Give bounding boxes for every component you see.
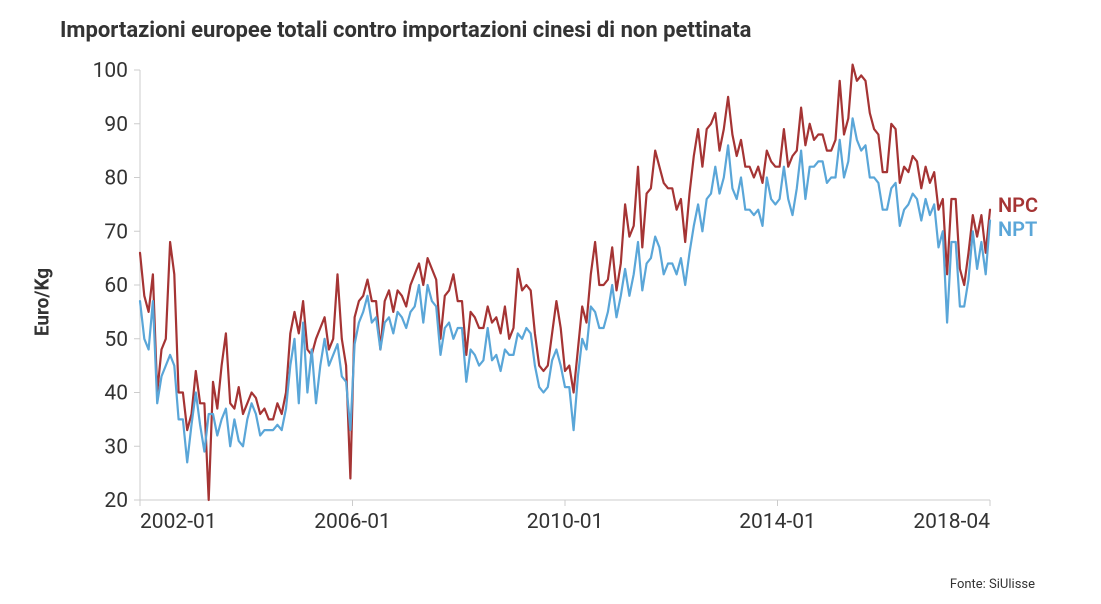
svg-text:2002-01: 2002-01 bbox=[140, 510, 217, 534]
svg-text:100: 100 bbox=[93, 59, 128, 83]
chart-svg: 20304050607080901002002-012006-012010-01… bbox=[130, 60, 1050, 540]
svg-text:2010-01: 2010-01 bbox=[527, 510, 604, 534]
chart-title: Importazioni europee totali contro impor… bbox=[60, 18, 751, 43]
svg-text:50: 50 bbox=[104, 328, 128, 352]
svg-text:40: 40 bbox=[104, 382, 128, 406]
svg-text:90: 90 bbox=[104, 113, 128, 137]
plot-area: 20304050607080901002002-012006-012010-01… bbox=[130, 60, 1050, 540]
svg-text:20: 20 bbox=[104, 489, 128, 513]
svg-text:80: 80 bbox=[104, 167, 128, 191]
svg-text:2014-01: 2014-01 bbox=[739, 510, 816, 534]
svg-text:30: 30 bbox=[104, 435, 128, 459]
svg-text:2006-01: 2006-01 bbox=[314, 510, 391, 534]
source-label: Fonte: SiUlisse bbox=[950, 577, 1035, 592]
svg-text:70: 70 bbox=[104, 220, 128, 244]
svg-text:2018-04: 2018-04 bbox=[913, 510, 990, 534]
svg-text:60: 60 bbox=[104, 274, 128, 298]
series-label-npt: NPT bbox=[998, 217, 1037, 241]
y-axis-label: Euro/Kg bbox=[31, 268, 54, 336]
series-label-npc: NPC bbox=[998, 193, 1038, 217]
